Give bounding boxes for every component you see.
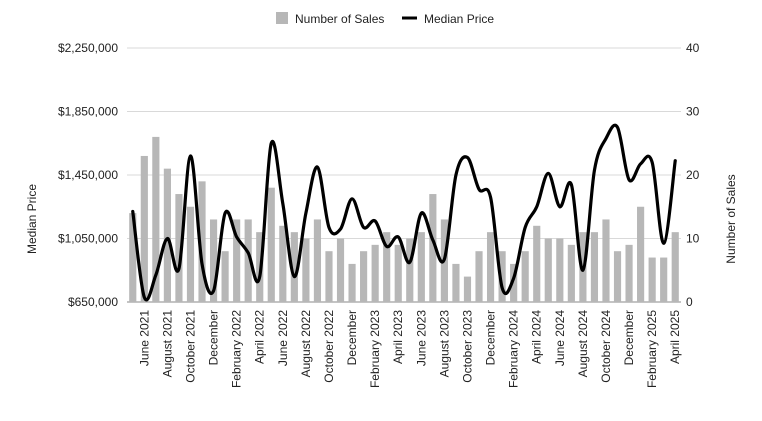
x-tick-label: June 2021 xyxy=(137,310,151,366)
y-left-tick-label: $650,000 xyxy=(68,295,118,309)
median-price-line xyxy=(131,123,677,302)
sales-bar xyxy=(429,194,437,302)
right-axis: 0 10 20 30 40 xyxy=(686,41,700,309)
sales-bar xyxy=(556,238,564,302)
sales-bar xyxy=(129,213,137,302)
price-line-group xyxy=(131,123,677,302)
sales-bar xyxy=(544,238,552,302)
legend-label-sales: Number of Sales xyxy=(295,12,384,26)
y-left-tick-label: $1,850,000 xyxy=(58,105,118,119)
x-tick-label: October 2023 xyxy=(460,310,474,383)
sales-bar xyxy=(209,219,218,302)
x-axis: June 2021 August 2021 October 2021 December… xyxy=(137,310,682,388)
x-tick-label: April 2024 xyxy=(530,310,544,364)
x-tick-label: August 2021 xyxy=(160,310,174,378)
sales-bar xyxy=(671,232,679,302)
y-axis-left-title: Median Price xyxy=(25,184,39,254)
sales-bar xyxy=(417,232,425,302)
x-tick-label: October 2021 xyxy=(183,310,197,383)
x-tick-label: December xyxy=(622,310,636,365)
sales-bar xyxy=(360,251,368,302)
y-right-tick-label: 20 xyxy=(686,168,700,182)
sales-bar xyxy=(602,219,610,302)
sales-bar xyxy=(510,263,518,302)
x-tick-label: February 2022 xyxy=(230,310,244,388)
x-tick-label: December xyxy=(207,310,221,365)
sales-bar xyxy=(486,232,495,302)
sales-bar xyxy=(371,244,379,302)
sales-bar xyxy=(186,206,195,302)
sales-bar xyxy=(244,219,252,302)
sales-bar xyxy=(394,244,402,302)
sales-bar xyxy=(637,206,645,302)
y-left-tick-label: $1,050,000 xyxy=(58,232,118,246)
y-right-tick-label: 30 xyxy=(686,105,700,119)
x-tick-label: April 2025 xyxy=(668,310,682,364)
y-right-tick-label: 0 xyxy=(686,295,693,309)
x-tick-label: October 2022 xyxy=(322,310,336,383)
y-left-tick-label: $2,250,000 xyxy=(58,41,118,55)
sales-bar xyxy=(290,232,298,302)
x-tick-label: August 2024 xyxy=(576,310,590,378)
sales-bar xyxy=(533,225,541,302)
x-tick-label: August 2023 xyxy=(437,310,451,378)
sales-bar xyxy=(660,257,668,302)
sales-bars xyxy=(129,136,679,302)
sales-bar xyxy=(625,244,633,302)
x-tick-label: October 2024 xyxy=(599,310,613,383)
sales-bar xyxy=(302,238,310,302)
sales-bar xyxy=(383,232,391,302)
sales-bar xyxy=(463,276,472,302)
sales-bar xyxy=(498,251,506,302)
sales-bar xyxy=(336,238,345,302)
sales-bar xyxy=(590,232,599,302)
left-axis: $650,000 $1,050,000 $1,450,000 $1,850,000 $2… xyxy=(58,41,118,309)
sales-bar xyxy=(613,251,622,302)
sales-bar xyxy=(152,136,160,302)
x-tick-label: April 2023 xyxy=(391,310,405,364)
legend: Number of Sales Median Price xyxy=(276,12,494,26)
sales-bar xyxy=(140,155,148,302)
sales-bar xyxy=(279,225,287,302)
sales-bar xyxy=(452,263,460,302)
sales-bar xyxy=(267,187,275,302)
sales-bar xyxy=(175,194,183,302)
y-right-tick-label: 40 xyxy=(686,41,700,55)
y-left-tick-label: $1,450,000 xyxy=(58,168,118,182)
x-tick-label: June 2023 xyxy=(414,310,428,366)
x-tick-label: February 2023 xyxy=(368,310,382,388)
x-tick-label: December xyxy=(484,310,498,365)
sales-bar xyxy=(475,251,483,302)
x-tick-label: April 2022 xyxy=(253,310,267,364)
y-right-tick-label: 10 xyxy=(686,232,700,246)
sales-bar xyxy=(163,168,171,302)
sales-bar xyxy=(348,263,356,302)
x-tick-label: June 2022 xyxy=(276,310,290,366)
y-axis-right-title: Number of Sales xyxy=(724,174,738,263)
sales-bar xyxy=(313,219,322,302)
sales-bar xyxy=(221,251,229,302)
sales-bar xyxy=(325,251,333,302)
x-tick-label: December xyxy=(345,310,359,365)
sales-bar xyxy=(648,257,656,302)
legend-label-price: Median Price xyxy=(424,12,494,26)
legend-swatch-sales xyxy=(276,12,288,24)
sales-bar xyxy=(521,251,529,302)
x-tick-label: June 2024 xyxy=(553,310,567,366)
x-tick-label: August 2022 xyxy=(299,310,313,378)
sales-bar xyxy=(198,181,206,302)
sales-bar xyxy=(233,219,241,302)
sales-bar xyxy=(406,238,414,302)
x-tick-label: February 2025 xyxy=(645,310,659,388)
x-tick-label: February 2024 xyxy=(507,310,521,388)
sales-bar xyxy=(567,244,575,302)
